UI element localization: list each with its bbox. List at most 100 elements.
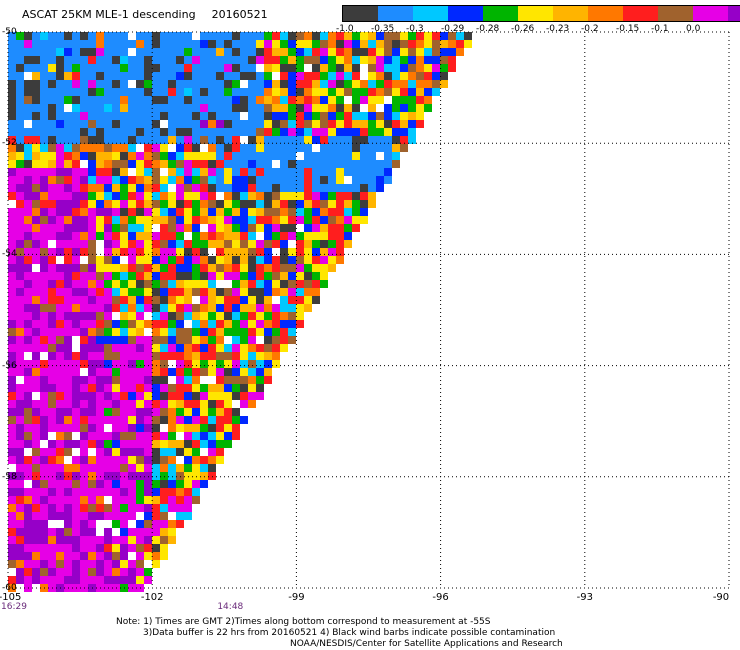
swath-cell (288, 280, 296, 288)
swath-cell (120, 536, 128, 544)
swath-cell (24, 328, 32, 336)
swath-cell (168, 472, 176, 480)
swath-cell (104, 224, 112, 232)
swath-cell (272, 360, 280, 368)
swath-cell (120, 376, 128, 384)
swath-cell (8, 264, 16, 272)
swath-cell (144, 208, 152, 216)
swath-cell (144, 488, 152, 496)
swath-cell (264, 176, 272, 184)
swath-cell (280, 144, 288, 152)
swath-cell (96, 376, 104, 384)
swath-cell (136, 336, 144, 344)
swath-cell (80, 248, 88, 256)
swath-cell (160, 208, 168, 216)
swath-cell (216, 32, 224, 40)
swath-cell (400, 32, 408, 40)
swath-cell (296, 256, 304, 264)
swath-cell (208, 448, 216, 456)
swath-cell (392, 136, 400, 144)
swath-cell (120, 240, 128, 248)
swath-cell (16, 280, 24, 288)
swath-cell (432, 80, 440, 88)
swath-cell (80, 192, 88, 200)
swath-cell (8, 280, 16, 288)
swath-cell (256, 336, 264, 344)
swath-cell (80, 184, 88, 192)
swath-cell (96, 480, 104, 488)
swath-cell (200, 56, 208, 64)
swath-cell (80, 552, 88, 560)
swath-cell (64, 272, 72, 280)
swath-cell (272, 40, 280, 48)
swath-cell (72, 272, 80, 280)
swath-cell (208, 224, 216, 232)
swath-cell (344, 120, 352, 128)
swath-cell (136, 496, 144, 504)
swath-cell (120, 504, 128, 512)
swath-cell (392, 72, 400, 80)
swath-cell (328, 168, 336, 176)
swath-cell (88, 480, 96, 488)
swath-cell (248, 56, 256, 64)
swath-cell (80, 104, 88, 112)
swath-cell (104, 480, 112, 488)
swath-cell (128, 320, 136, 328)
swath-cell (336, 224, 344, 232)
swath-cell (16, 424, 24, 432)
swath-cell (8, 216, 16, 224)
swath-cell (168, 200, 176, 208)
swath-cell (40, 528, 48, 536)
swath-cell (280, 232, 288, 240)
swath-cell (384, 72, 392, 80)
swath-cell (144, 256, 152, 264)
swath-cell (136, 152, 144, 160)
swath-cell (64, 368, 72, 376)
colorbar-labels: -1.0 -0.35 -0.3 -0.29 -0.28 -0.26 -0.23 -0.2 -0.… (336, 24, 726, 36)
swath-cell (40, 384, 48, 392)
swath-cell (184, 464, 192, 472)
swath-cell (400, 56, 408, 64)
swath-cell (88, 296, 96, 304)
swath-cell (64, 464, 72, 472)
swath-cell (80, 480, 88, 488)
swath-cell (328, 72, 336, 80)
swath-cell (304, 272, 312, 280)
swath-cell (80, 440, 88, 448)
swath-cell (232, 112, 240, 120)
swath-cell (8, 576, 16, 584)
swath-cell (336, 56, 344, 64)
swath-cell (264, 320, 272, 328)
swath-cell (240, 320, 248, 328)
swath-cell (80, 112, 88, 120)
swath-cell (96, 304, 104, 312)
swath-cell (64, 120, 72, 128)
swath-cell (32, 304, 40, 312)
swath-cell (200, 280, 208, 288)
swath-cell (56, 528, 64, 536)
swath-cell (240, 120, 248, 128)
swath-cell (64, 264, 72, 272)
swath-cell (120, 384, 128, 392)
swath-cell (296, 144, 304, 152)
swath-cell (64, 512, 72, 520)
swath-cell (200, 96, 208, 104)
swath-cell (112, 560, 120, 568)
swath-cell (168, 256, 176, 264)
swath-cell (216, 144, 224, 152)
swath-cell (232, 120, 240, 128)
swath-cell (80, 64, 88, 72)
swath-cell (312, 128, 320, 136)
swath-cell (120, 472, 128, 480)
swath-cell (120, 200, 128, 208)
swath-cell (304, 32, 312, 40)
swath-cell (8, 200, 16, 208)
swath-cell (56, 296, 64, 304)
swath-cell (312, 192, 320, 200)
swath-cell (112, 192, 120, 200)
swath-cell (128, 376, 136, 384)
swath-cell (240, 104, 248, 112)
swath-cell (56, 344, 64, 352)
swath-cell (160, 152, 168, 160)
swath-cell (224, 376, 232, 384)
